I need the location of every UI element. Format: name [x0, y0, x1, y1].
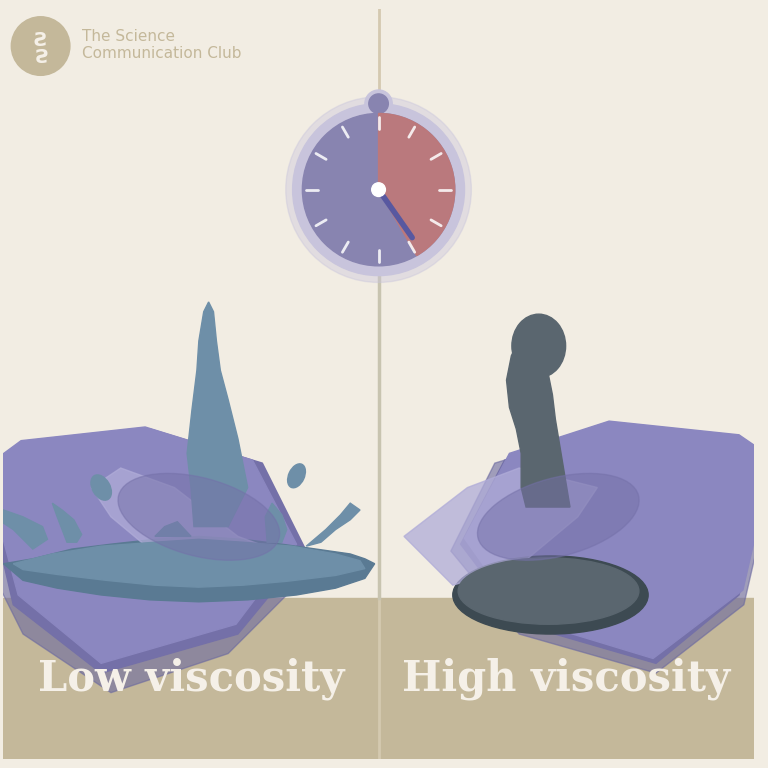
Polygon shape: [0, 427, 296, 664]
Polygon shape: [13, 539, 365, 588]
Polygon shape: [91, 468, 292, 585]
Ellipse shape: [453, 556, 648, 634]
Polygon shape: [187, 302, 247, 527]
Polygon shape: [155, 521, 191, 536]
Polygon shape: [265, 503, 286, 542]
Polygon shape: [0, 449, 306, 693]
Text: High viscosity: High viscosity: [402, 657, 730, 700]
Ellipse shape: [288, 464, 306, 488]
Text: Low viscosity: Low viscosity: [38, 657, 344, 700]
Text: Ƨ: Ƨ: [34, 43, 48, 62]
Polygon shape: [404, 468, 598, 585]
Polygon shape: [461, 427, 768, 664]
Ellipse shape: [458, 558, 639, 624]
Text: The Science: The Science: [81, 28, 174, 44]
Text: Ƨ: Ƨ: [34, 31, 48, 50]
Ellipse shape: [478, 473, 639, 561]
Circle shape: [12, 17, 70, 75]
Circle shape: [372, 183, 386, 197]
Circle shape: [365, 90, 392, 118]
Polygon shape: [0, 429, 306, 673]
Polygon shape: [451, 429, 768, 673]
Wedge shape: [379, 114, 455, 256]
Circle shape: [303, 114, 455, 266]
Polygon shape: [507, 331, 570, 507]
Ellipse shape: [91, 475, 111, 500]
Circle shape: [369, 94, 389, 114]
Ellipse shape: [512, 314, 565, 378]
Ellipse shape: [118, 473, 280, 561]
Circle shape: [286, 97, 472, 283]
Text: Communication Club: Communication Club: [81, 46, 241, 61]
Ellipse shape: [523, 324, 562, 373]
Polygon shape: [306, 503, 360, 546]
Polygon shape: [0, 503, 48, 549]
Bar: [4, 598, 753, 759]
Polygon shape: [52, 503, 81, 542]
Polygon shape: [4, 536, 375, 602]
Polygon shape: [465, 421, 768, 658]
Circle shape: [293, 104, 465, 276]
